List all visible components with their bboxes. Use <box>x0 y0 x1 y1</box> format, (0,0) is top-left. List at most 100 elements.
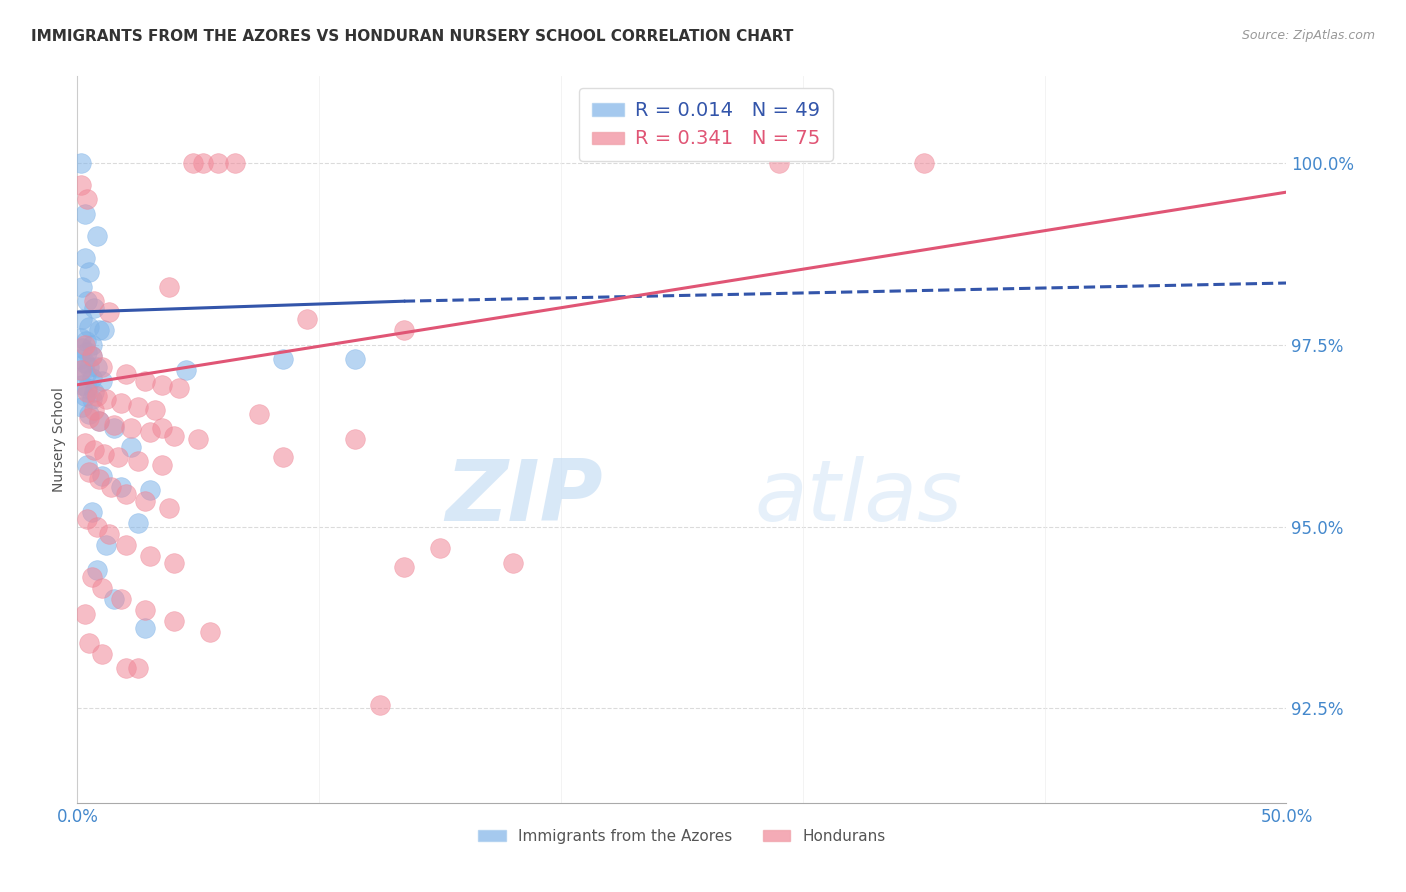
Point <box>392 323 415 337</box>
Point <box>120 440 142 454</box>
Point <box>207 156 229 170</box>
Point <box>271 450 294 465</box>
Point <box>90 374 112 388</box>
Point <box>93 323 115 337</box>
Point <box>73 207 96 221</box>
Point <box>87 414 110 428</box>
Point <box>80 570 103 584</box>
Point <box>429 541 451 556</box>
Point <box>75 334 97 348</box>
Point <box>76 381 98 395</box>
Point <box>73 389 96 403</box>
Point <box>110 592 132 607</box>
Point <box>70 279 93 293</box>
Point <box>134 494 156 508</box>
Point <box>86 359 108 374</box>
Point <box>143 403 166 417</box>
Point <box>157 279 180 293</box>
Point <box>912 156 935 170</box>
Point <box>134 374 156 388</box>
Point <box>69 352 91 367</box>
Point <box>87 323 110 337</box>
Point <box>80 338 103 352</box>
Point <box>70 377 93 392</box>
Point <box>127 454 149 468</box>
Point <box>103 592 125 607</box>
Point <box>100 479 122 493</box>
Point <box>76 458 98 472</box>
Point <box>167 381 190 395</box>
Point <box>83 301 105 316</box>
Point <box>97 526 120 541</box>
Point <box>73 356 96 370</box>
Point <box>70 400 93 414</box>
Point <box>79 465 101 479</box>
Point <box>163 428 186 442</box>
Point <box>79 410 101 425</box>
Point <box>93 447 115 461</box>
Point <box>83 403 105 417</box>
Point <box>76 385 98 400</box>
Point <box>191 156 214 170</box>
Point <box>96 538 118 552</box>
Point <box>127 661 149 675</box>
Point <box>127 516 149 530</box>
Text: Source: ZipAtlas.com: Source: ZipAtlas.com <box>1241 29 1375 42</box>
Text: IMMIGRANTS FROM THE AZORES VS HONDURAN NURSERY SCHOOL CORRELATION CHART: IMMIGRANTS FROM THE AZORES VS HONDURAN N… <box>31 29 793 44</box>
Point <box>75 367 97 381</box>
Point <box>163 556 186 570</box>
Point <box>103 421 125 435</box>
Point <box>83 385 105 400</box>
Point <box>80 349 103 363</box>
Point <box>107 450 129 465</box>
Point <box>90 468 112 483</box>
Point <box>70 363 93 377</box>
Point <box>271 352 294 367</box>
Point <box>114 367 136 381</box>
Point <box>80 392 103 407</box>
Point <box>392 559 415 574</box>
Point <box>83 294 105 309</box>
Point <box>134 621 156 635</box>
Point <box>90 359 112 374</box>
Point <box>73 607 96 621</box>
Point <box>97 305 120 319</box>
Point <box>295 312 318 326</box>
Point <box>103 417 125 432</box>
Point <box>76 294 98 309</box>
Point <box>70 363 93 377</box>
Text: ZIP: ZIP <box>446 456 603 539</box>
Y-axis label: Nursery School: Nursery School <box>52 387 66 491</box>
Point <box>157 501 180 516</box>
Point <box>70 342 93 356</box>
Point <box>96 392 118 407</box>
Point <box>80 370 103 384</box>
Point <box>174 363 197 377</box>
Point <box>87 414 110 428</box>
Point <box>86 228 108 243</box>
Point <box>200 624 222 639</box>
Point <box>150 377 173 392</box>
Point <box>114 487 136 501</box>
Point <box>73 338 96 352</box>
Point <box>768 156 790 170</box>
Point <box>344 352 367 367</box>
Point <box>139 483 162 498</box>
Point <box>110 396 132 410</box>
Point <box>502 556 524 570</box>
Point <box>90 647 112 661</box>
Point <box>247 407 270 421</box>
Point <box>224 156 246 170</box>
Point <box>86 563 108 577</box>
Point <box>76 193 98 207</box>
Point <box>114 661 136 675</box>
Point <box>127 400 149 414</box>
Point <box>73 436 96 450</box>
Point <box>70 312 93 326</box>
Legend: Immigrants from the Azores, Hondurans: Immigrants from the Azores, Hondurans <box>472 822 891 850</box>
Point <box>79 407 101 421</box>
Point <box>187 432 209 446</box>
Point <box>70 178 93 192</box>
Point <box>86 519 108 533</box>
Point <box>368 698 391 712</box>
